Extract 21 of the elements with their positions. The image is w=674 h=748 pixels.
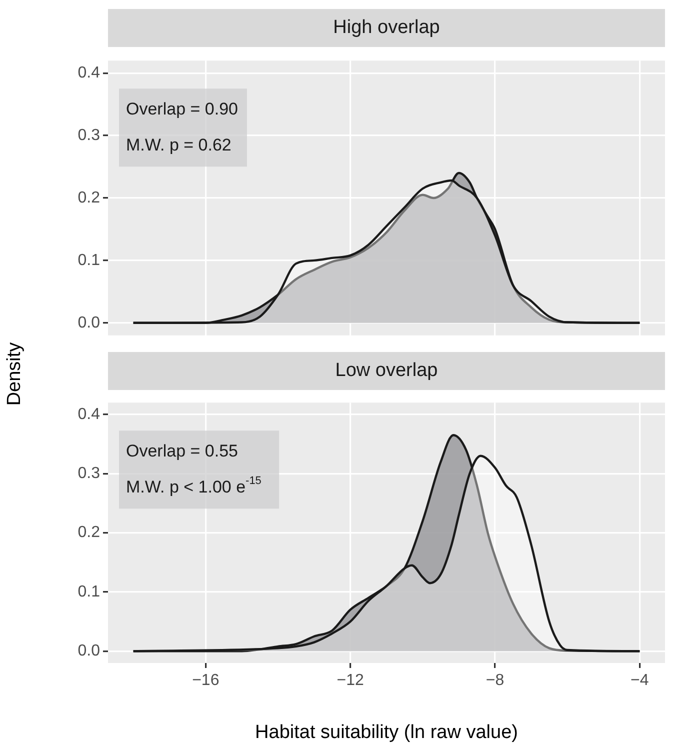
y-tick-label: 0.2 xyxy=(78,189,100,206)
x-tick-label: −4 xyxy=(630,672,649,690)
y-tick-label: 0.2 xyxy=(78,524,100,542)
y-tick-label: 0.1 xyxy=(78,252,100,269)
y-tick-label: 0.4 xyxy=(78,406,100,423)
x-tick-label: −8 xyxy=(486,672,504,690)
y-tick-label: 0.3 xyxy=(78,465,100,482)
x-tick-label: −12 xyxy=(336,672,364,690)
x-axis-title: Habitat suitability (ln raw value) xyxy=(255,722,518,743)
y-tick-label: 0.0 xyxy=(78,314,100,332)
annotation: Overlap = 0.55 xyxy=(126,441,238,460)
chart-title: Low overlap xyxy=(108,352,665,390)
y-tick-label: 0.0 xyxy=(78,642,100,660)
annotation: Overlap = 0.90 xyxy=(126,99,238,118)
annotation: M.W. p = 0.62 xyxy=(126,135,232,154)
y-tick-label: 0.3 xyxy=(78,126,100,144)
chart-title: High overlap xyxy=(108,9,665,47)
y-tick-label: 0.1 xyxy=(78,583,100,600)
y-tick-label: 0.4 xyxy=(78,64,100,82)
x-tick-label: −16 xyxy=(192,672,220,690)
y-axis-title: Density xyxy=(4,342,26,406)
